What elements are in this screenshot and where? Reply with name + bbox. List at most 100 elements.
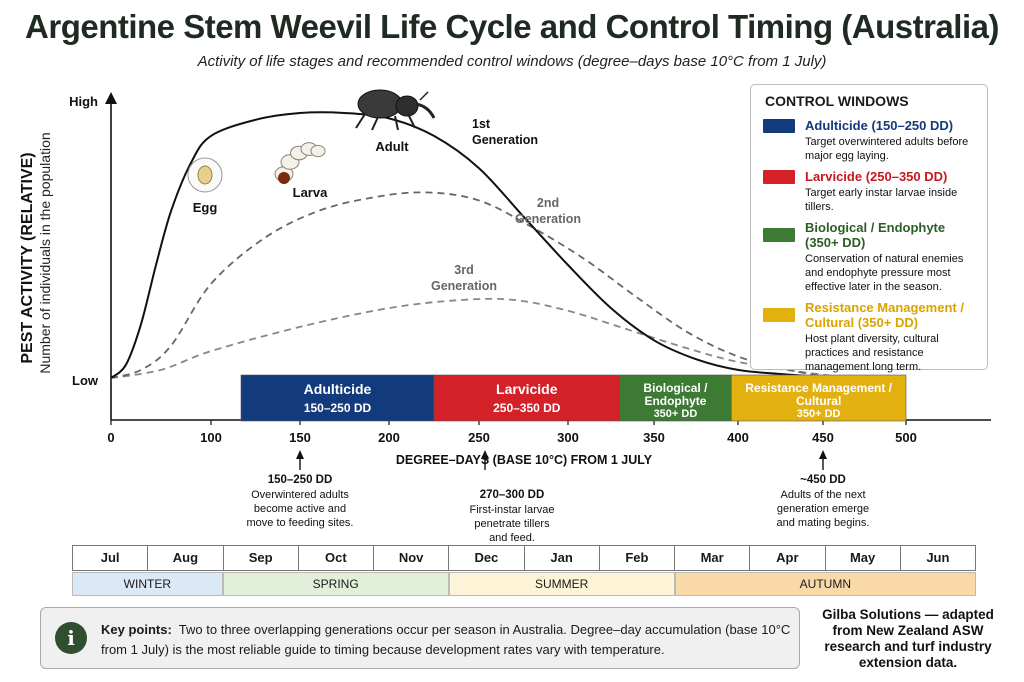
x-axis-title: DEGREE–DAYS (BASE 10°C) FROM 1 JULY [396,453,653,467]
annotation-line: move to feeding sites. [246,517,353,529]
legend-label: Adulticide (150–250 DD) [805,118,954,133]
legend-title: CONTROL WINDOWS [765,93,909,109]
y-axis-title: PEST ACTIVITY (RELATIVE) [19,152,36,363]
control-band-3 [619,374,732,422]
control-band-label: Endophyte [644,394,706,408]
series-line-1st-generation [110,111,873,379]
legend-item: Biological / Endophyte (350+ DD) Conserva… [763,220,977,294]
control-band-bar: Adulticide 150–250 DD Larvicide 250–350 DD B… [240,374,907,422]
season-row: WINTER SPRING SUMMER AUTUMN [72,572,976,596]
annotation-line: and mating begins. [777,517,870,529]
key-points-box: i Key points: Two to three overlapping g… [40,607,800,669]
month-cell: Aug [148,546,224,570]
series-label: 3rd [454,263,473,277]
x-tick-label: 400 [727,430,749,445]
key-points-text: Key points: Two to three overlapping gen… [101,620,791,660]
series-line-2nd-generation [110,191,832,379]
key-points-label: Key points: [101,622,172,637]
weevil-legs [355,113,416,131]
series-label: 1st [472,117,491,131]
annotation-arrow-icon [481,450,489,459]
control-band-label: Larvicide [496,381,558,397]
weevil-thorax [395,95,419,117]
season-cell: WINTER [72,572,223,596]
larva-segment [310,144,326,158]
legend-swatch [763,308,795,322]
legend-item: Larvicide (250–350 DD) Target early insta… [763,169,977,214]
month-cell: May [826,546,901,570]
month-cell: Oct [299,546,374,570]
x-tick-label: 200 [378,430,400,445]
month-cell: Sep [224,546,299,570]
control-band-label: Adulticide [304,381,372,397]
annotation-line: Adults of the next [781,489,866,501]
annotation-title: 270–300 DD [480,489,545,501]
weevil-icon [355,89,436,131]
legend-description: Target early instar larvae inside tiller… [805,187,958,213]
x-tick-label: 100 [200,430,222,445]
annotation-2: 270–300 DD First-instar larvae penetrate t… [470,450,555,544]
x-tick-label: 350 [643,430,665,445]
y-tick-low: Low [72,373,99,388]
control-band-4 [730,374,907,422]
chart-title: Argentine Stem Weevil Life Cycle and Con… [25,8,999,45]
y-axis-subtitle: Number of individuals in the population [37,132,53,373]
legend-item: Adulticide (150–250 DD) Target overwinter… [763,118,977,163]
x-tick-label: 150 [289,430,311,445]
chart-subtitle: Activity of life stages and recommended … [197,53,827,70]
annotation-arrow-icon [819,450,827,459]
control-band-range: 350+ DD [654,408,698,420]
month-cell: Nov [374,546,450,570]
x-tick-label: 250 [468,430,490,445]
legend-swatch [763,169,795,184]
control-band-range: 150–250 DD [304,401,372,415]
annotation-arrow-icon [296,450,304,459]
annotation-line: penetrate tillers [474,518,550,530]
annotation-line: become active and [254,503,346,515]
series-label: Generation [431,279,497,293]
annotation-line: First-instar larvae [470,504,555,516]
legend-label: Biological / Endophyte (350+ DD) [805,220,946,250]
x-tick-label: 500 [895,430,917,445]
legend-description: Conservation of natural enemies and endo… [805,253,964,293]
info-icon: i [55,622,87,654]
weevil-snout [415,102,436,119]
y-tick-high: High [69,94,98,109]
month-cell: Jun [926,550,950,565]
season-cell: SUMMER [448,572,675,596]
season-cell: AUTUMN [674,572,976,596]
month-row: Jul Aug Sep Oct Nov Dec Jan Feb Mar Apr May Jun [72,545,976,571]
legend-swatch [763,118,795,133]
legend-swatch [763,228,795,242]
annotation-title: 150–250 DD [268,474,333,486]
control-band-2 [433,374,620,422]
larva-head [278,172,290,184]
control-band-range: 250–350 DD [493,401,561,415]
month-cell: Feb [600,546,675,570]
month-cell: Mar [675,546,751,570]
x-tick-label: 0 [107,430,114,445]
larva-icon [274,142,326,184]
legend-label: Resistance Management / Cultural (350+ D… [805,300,964,330]
annotation-title: ~450 DD [800,474,846,486]
key-points-body: Two to three overlapping generations occ… [101,622,791,657]
x-tick-label: 450 [812,430,834,445]
control-band-label: Resistance Management / [745,381,892,395]
month-cell: Dec [449,546,525,570]
x-tick-label: 300 [557,430,579,445]
egg-icon-shape [197,165,213,185]
annotation-3: ~450 DD Adults of the next generation emer… [777,450,870,529]
series-line-3rd-generation [110,297,857,379]
annotation-line: generation emerge [777,503,869,515]
annotation-line: Overwintered adults [251,489,349,501]
month-cell: Jan [525,546,600,570]
legend-item: Resistance Management / Cultural (350+ D… [763,300,977,374]
annotation-line: and feed. [489,532,535,544]
stage-label-larva: Larva [293,185,328,200]
season-cell: SPRING [222,572,449,596]
series-label: Generation [472,133,538,147]
month-cell: Apr [750,546,826,570]
control-band-label: Cultural [796,394,841,408]
stage-label-adult: Adult [375,139,409,154]
